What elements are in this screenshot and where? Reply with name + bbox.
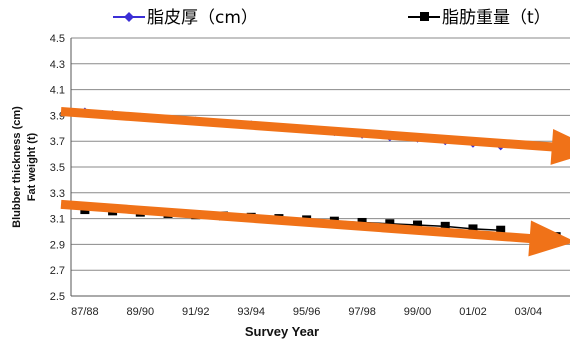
trend-arrow-1 — [60, 199, 570, 257]
legend-label-blubber: 脂皮厚（cm） — [147, 8, 258, 28]
legend-label-fat: 脂肪重量（t） — [442, 8, 551, 28]
y-tick-label: 3.3 — [50, 188, 65, 200]
y-tick-label: 3.5 — [50, 162, 65, 174]
axes — [70, 38, 570, 297]
legend-diamond-icon — [124, 12, 134, 22]
y-tick-label: 2.9 — [50, 239, 65, 251]
x-tick-label: 91/92 — [182, 306, 210, 318]
x-tick-labels: 87/88 89/90 91/92 93/94 95/96 97/98 99/00 01/02… — [71, 306, 542, 318]
y-tick-labels: 4.54.34.13.93.73.53.33.12.92.72.5 — [50, 33, 65, 303]
x-tick-label: 93/94 — [237, 306, 265, 318]
data-point-fat — [496, 225, 506, 235]
x-tick-label: 03/04 — [515, 306, 543, 318]
trend-arrows — [60, 107, 570, 257]
data-point-fat — [413, 220, 423, 230]
trend-arrow-0 — [60, 107, 570, 165]
data-point-fat — [468, 224, 478, 234]
x-tick-label: 87/88 — [71, 306, 99, 318]
legend-square-icon — [420, 12, 429, 21]
y-axis-title-line2: Fat weight (t) — [26, 132, 38, 201]
y-tick-label: 4.3 — [50, 59, 65, 71]
legend: 脂皮厚（cm） 脂肪重量（t） — [113, 8, 551, 28]
y-tick-label: 3.1 — [50, 214, 65, 226]
data-point-fat — [440, 221, 450, 231]
data-point-fat — [385, 219, 395, 229]
x-tick-label: 99/00 — [404, 306, 432, 318]
x-tick-label: 95/96 — [293, 306, 321, 318]
y-tick-label: 4.5 — [50, 33, 65, 45]
x-tick-label: 89/90 — [127, 306, 155, 318]
x-tick-label: 97/98 — [348, 306, 376, 318]
x-axis-title: Survey Year — [245, 324, 319, 339]
x-tick-label: 01/02 — [459, 306, 487, 318]
y-tick-label: 3.7 — [50, 136, 65, 148]
y-tick-label: 2.5 — [50, 291, 65, 303]
y-tick-label: 4.1 — [50, 85, 65, 97]
y-tick-label: 2.7 — [50, 265, 65, 277]
y-axis-title-line1: Blubber thickness (cm) — [11, 106, 23, 228]
